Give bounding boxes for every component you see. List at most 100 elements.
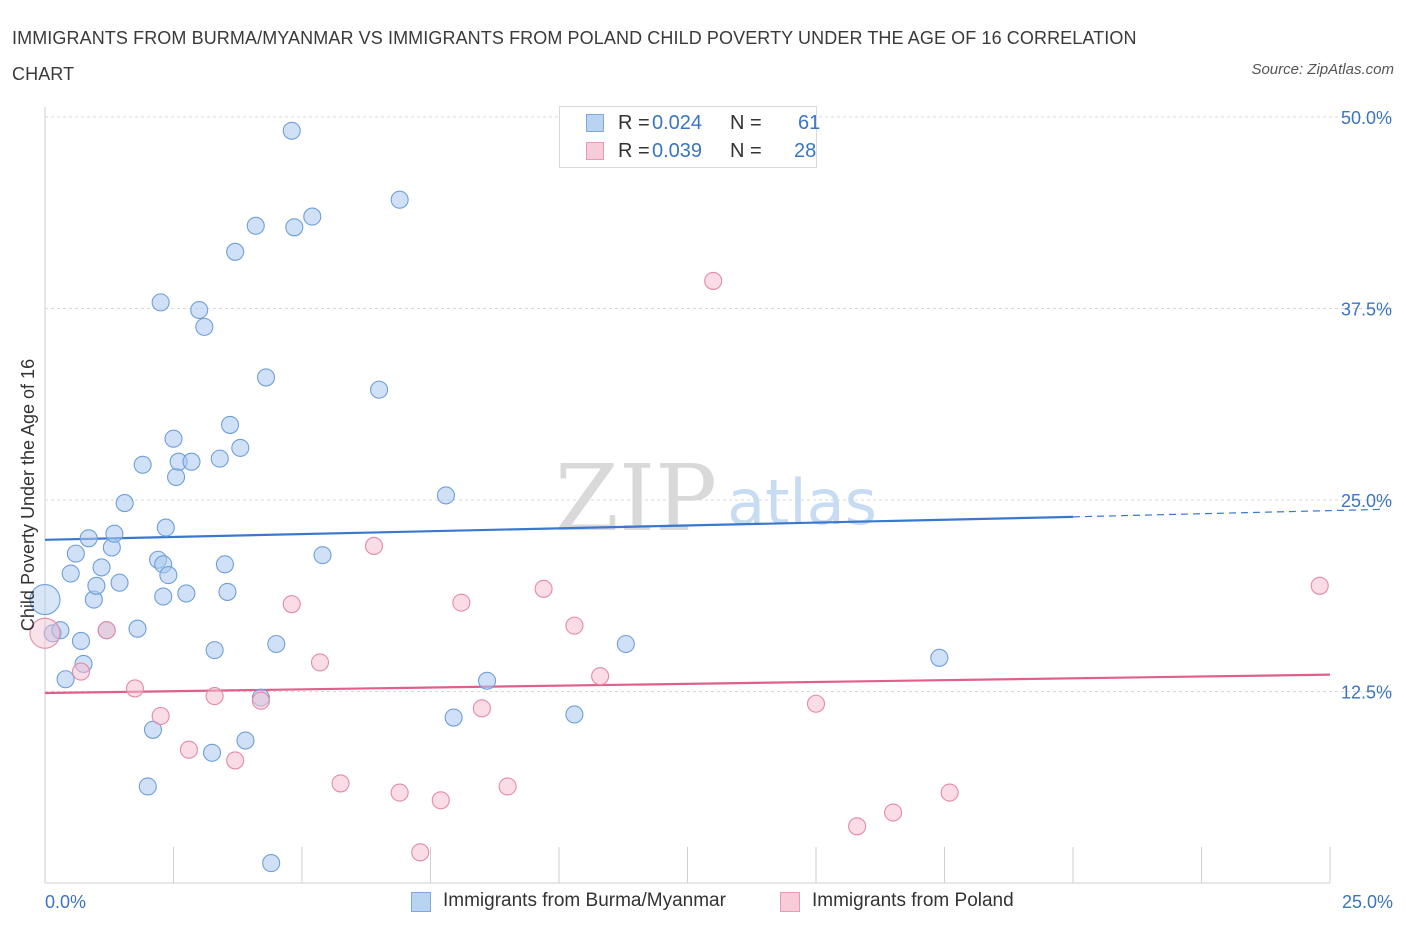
poland-trend-line xyxy=(44,673,1331,695)
poland-point xyxy=(251,691,270,710)
burma-point xyxy=(110,573,129,592)
burma-point xyxy=(226,242,245,261)
y-tick-label: 37.5% xyxy=(1341,300,1392,320)
burma-trend-line xyxy=(44,515,1074,541)
burma-point xyxy=(115,494,134,513)
stats-legend: R = 0.024 N = 61 R = 0.039 N = 28 xyxy=(559,106,821,168)
poland-point xyxy=(591,667,610,686)
poland-point xyxy=(806,694,826,713)
poland-point xyxy=(364,536,384,556)
burma-point xyxy=(370,380,389,399)
poland-point xyxy=(71,662,91,681)
watermark: ZIP atlas xyxy=(555,445,877,552)
burma-point xyxy=(138,777,157,796)
burma-point xyxy=(156,518,175,537)
burma-point xyxy=(303,207,322,226)
burma-point xyxy=(444,708,463,727)
poland-point xyxy=(534,579,553,598)
burma-point xyxy=(105,524,124,543)
x-tick-label: 0.0% xyxy=(45,892,86,912)
poland-point xyxy=(97,621,116,640)
burma-point xyxy=(154,587,173,606)
burma-point xyxy=(390,190,409,209)
burma-point xyxy=(220,415,240,434)
legend-n-value: 61 xyxy=(798,112,821,134)
burma-point xyxy=(616,634,635,654)
burma-point xyxy=(87,576,106,595)
burma-point xyxy=(143,720,162,739)
burma-point xyxy=(61,564,80,583)
poland-point xyxy=(29,617,61,649)
poland-point xyxy=(125,679,144,698)
watermark-atlas: atlas xyxy=(727,466,877,539)
poland-point xyxy=(179,740,198,759)
burma-point xyxy=(436,486,455,505)
source-label: Source: ZipAtlas.com xyxy=(1251,61,1394,78)
burma-point xyxy=(128,619,147,638)
poland-point xyxy=(1310,576,1329,595)
legend-n-label: N = xyxy=(730,140,762,162)
poland-point xyxy=(282,595,301,614)
poland-point xyxy=(205,687,224,706)
burma-point xyxy=(133,455,152,474)
burma-point xyxy=(262,854,281,873)
legend-swatch-burma xyxy=(411,892,431,912)
poland-point xyxy=(431,791,450,810)
legend-r-label: R = xyxy=(618,112,650,134)
poland-point xyxy=(472,699,491,718)
burma-point xyxy=(256,368,276,387)
chart-title: IMMIGRANTS FROM BURMA/MYANMAR VS IMMIGRA… xyxy=(12,28,1137,84)
legend-label-poland: Immigrants from Poland xyxy=(812,890,1014,911)
burma-point xyxy=(203,743,222,762)
poland-point xyxy=(411,843,430,862)
burma-trend-extension xyxy=(1072,508,1386,518)
legend-label-burma: Immigrants from Burma/Myanmar xyxy=(443,890,726,911)
burma-point xyxy=(66,544,85,563)
legend-n-value: 28 xyxy=(794,140,817,162)
burma-point xyxy=(29,584,61,616)
x-tick-label: 25.0% xyxy=(1342,892,1393,912)
burma-point xyxy=(92,558,111,577)
burma-point xyxy=(195,317,214,336)
burma-point xyxy=(182,452,201,471)
burma-point xyxy=(177,584,196,603)
poland-point xyxy=(226,751,245,770)
y-tick-label: 12.5% xyxy=(1341,683,1392,703)
burma-point xyxy=(159,566,178,585)
burma-point xyxy=(167,467,186,487)
poland-point xyxy=(498,777,517,796)
poland-point xyxy=(848,817,867,836)
burma-point xyxy=(231,438,250,457)
poland-point xyxy=(940,783,959,802)
poland-point xyxy=(151,706,170,726)
legend-r-value: 0.024 xyxy=(652,112,703,134)
poland-point xyxy=(331,774,350,793)
burma-point xyxy=(477,671,497,690)
burma-point xyxy=(164,429,183,448)
gridlines xyxy=(45,116,1395,692)
burma-point xyxy=(215,555,234,574)
poland-point xyxy=(310,653,330,672)
burma-point xyxy=(246,216,265,235)
burma-point xyxy=(51,621,70,640)
poland-point xyxy=(390,783,409,802)
burma-point xyxy=(285,218,304,237)
watermark-zip: ZIP xyxy=(555,445,717,552)
burma-point xyxy=(71,631,91,650)
legend-r-value: 0.039 xyxy=(652,140,703,162)
data-points xyxy=(29,121,1329,873)
series-legend: Immigrants from Burma/Myanmar Immigrants… xyxy=(0,888,1406,918)
axis-labels: 12.5% 25.0% 37.5% 50.0% 0.0% 25.0% Child Pover… xyxy=(18,108,1393,912)
burma-point xyxy=(210,449,229,468)
legend-n-label: N = xyxy=(730,112,762,134)
legend-swatch-poland xyxy=(780,892,800,912)
legend-r-label: R = xyxy=(618,140,650,162)
burma-point xyxy=(205,641,224,660)
poland-point xyxy=(565,616,584,635)
burma-point xyxy=(236,731,255,750)
burma-point xyxy=(218,582,237,601)
burma-point xyxy=(565,705,584,724)
y-tick-label: 25.0% xyxy=(1341,491,1392,511)
burma-point xyxy=(151,293,170,312)
